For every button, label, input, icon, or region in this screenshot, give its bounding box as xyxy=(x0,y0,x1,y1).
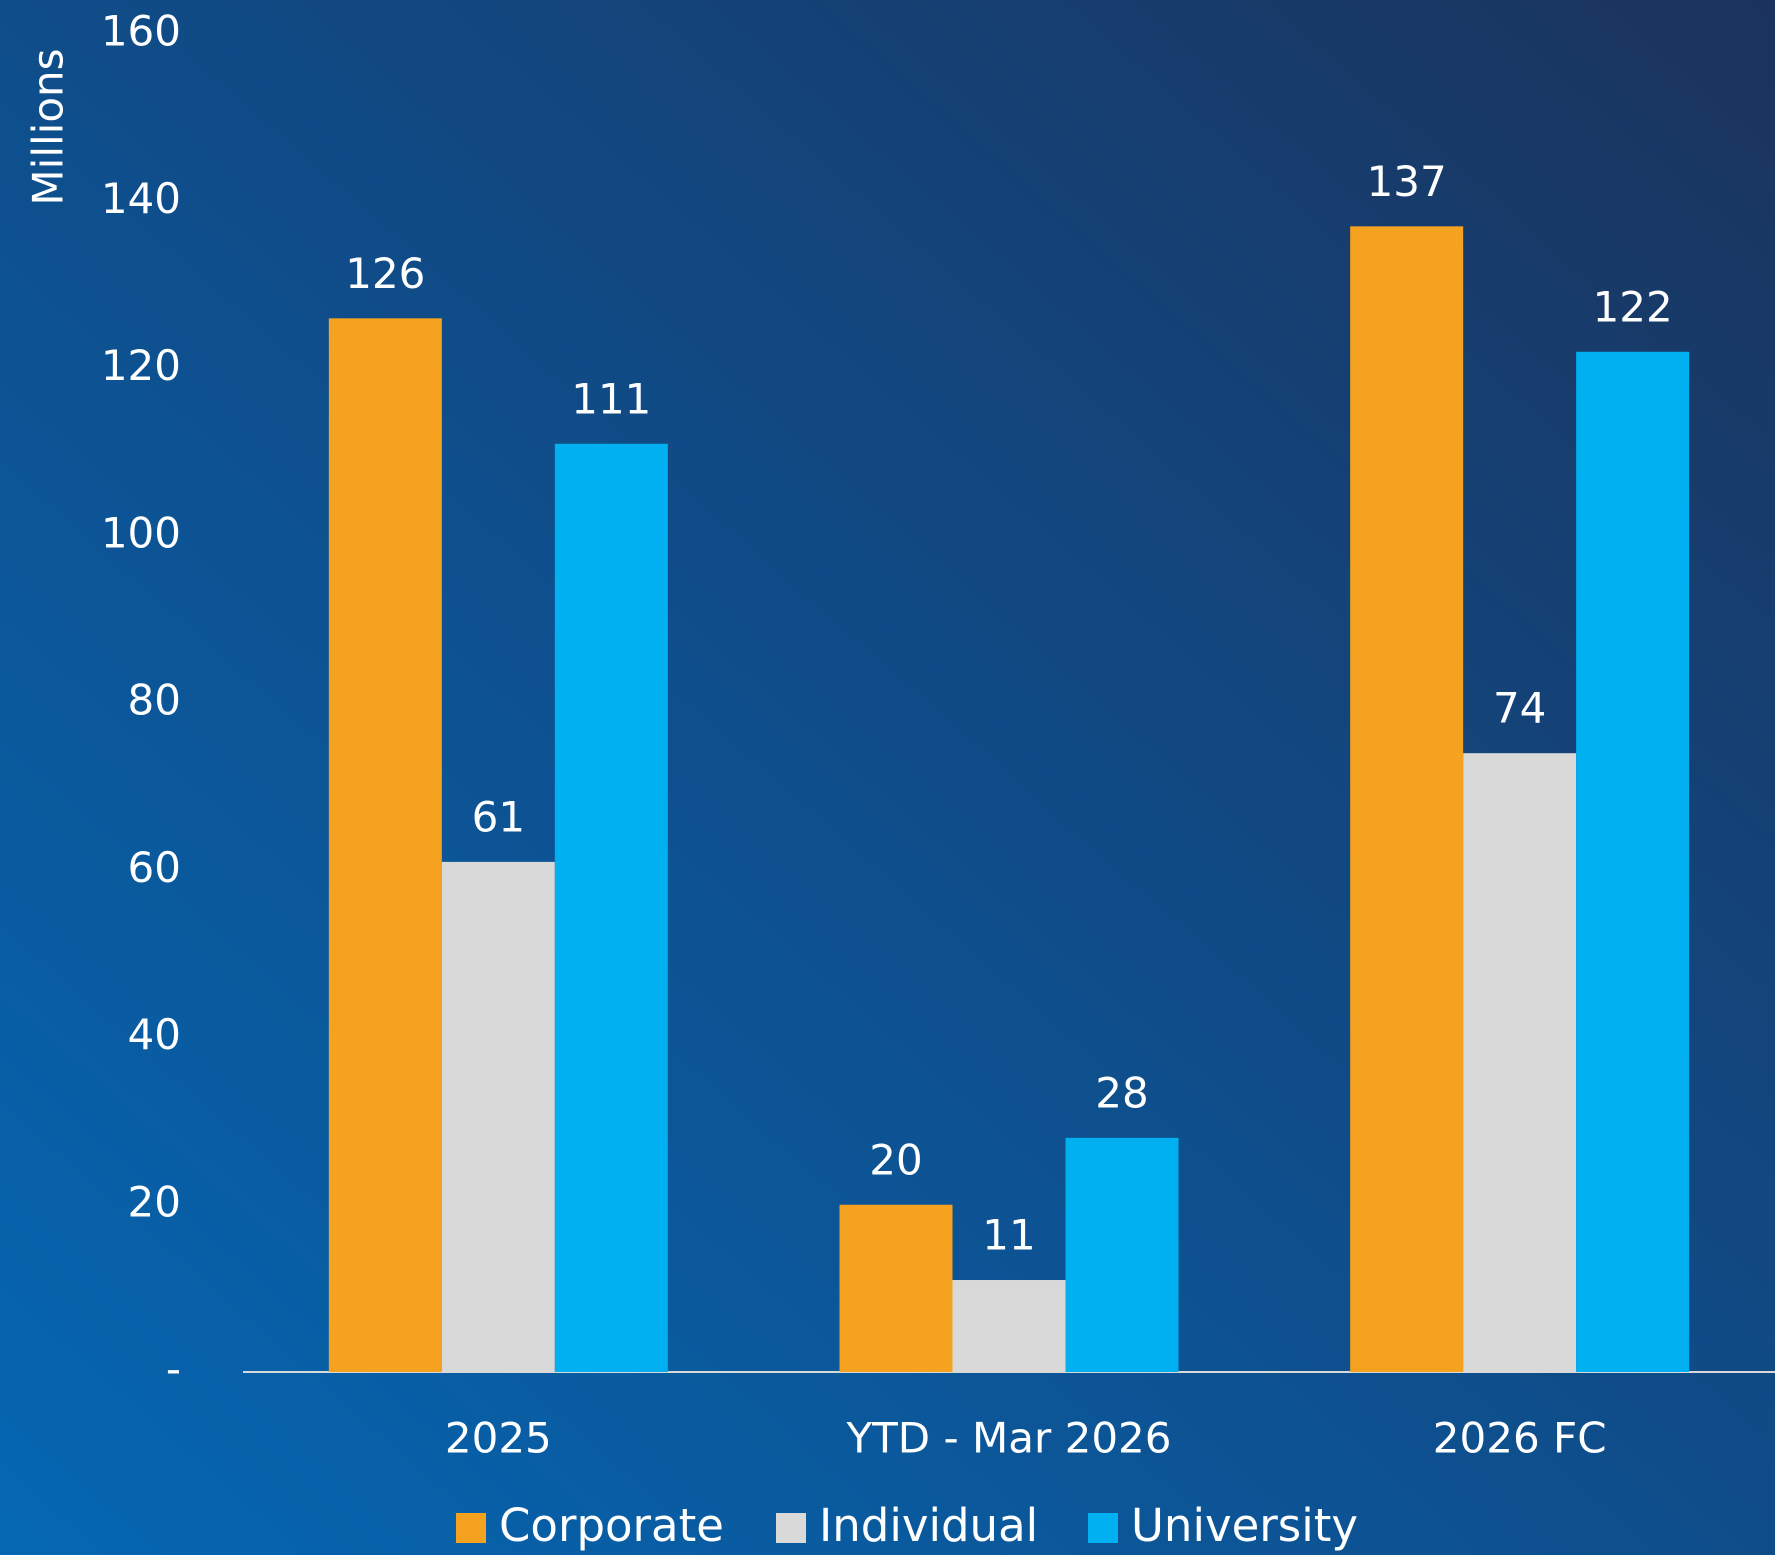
value-label: 111 xyxy=(571,374,651,423)
bar xyxy=(839,1204,953,1372)
y-tick-label: 160 xyxy=(101,7,181,56)
x-tick-label: 2025 xyxy=(445,1414,552,1463)
bar xyxy=(1576,351,1690,1372)
y-axis-label: Millions xyxy=(24,48,73,205)
value-label: 126 xyxy=(345,249,425,298)
bar xyxy=(328,318,442,1373)
value-label: 122 xyxy=(1593,282,1673,331)
value-label: 61 xyxy=(472,792,525,841)
y-tick-label: - xyxy=(166,1345,181,1394)
legend-label: University xyxy=(1131,1499,1358,1552)
legend-label: Corporate xyxy=(499,1499,724,1552)
legend-swatch xyxy=(776,1513,806,1543)
legend-swatch xyxy=(456,1513,486,1543)
bar xyxy=(554,443,668,1372)
y-tick-label: 140 xyxy=(101,174,181,223)
value-label: 74 xyxy=(1493,684,1546,733)
y-tick-label: 80 xyxy=(128,676,181,725)
x-tick-label: YTD - Mar 2026 xyxy=(846,1414,1172,1463)
y-tick-label: 120 xyxy=(101,341,181,390)
y-tick-label: 40 xyxy=(128,1010,181,1059)
value-label: 137 xyxy=(1367,157,1447,206)
bar xyxy=(1065,1137,1179,1372)
bar xyxy=(1463,753,1577,1372)
value-label: 28 xyxy=(1095,1068,1148,1117)
value-label: 20 xyxy=(869,1135,922,1184)
bar xyxy=(441,861,555,1372)
legend-swatch xyxy=(1088,1513,1118,1543)
x-tick-label: 2026 FC xyxy=(1433,1414,1607,1463)
y-tick-label: 20 xyxy=(128,1177,181,1226)
bar xyxy=(1350,226,1464,1372)
bar xyxy=(952,1280,1066,1372)
legend-label: Individual xyxy=(819,1499,1038,1552)
value-label: 11 xyxy=(982,1211,1035,1260)
y-tick-label: 100 xyxy=(101,508,181,557)
y-tick-label: 60 xyxy=(128,843,181,892)
